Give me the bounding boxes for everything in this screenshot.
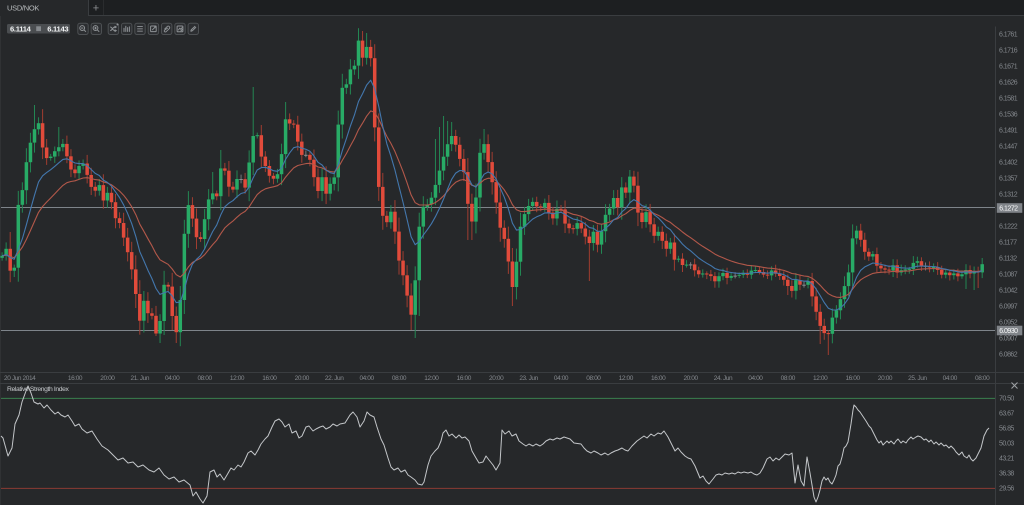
- svg-text:21. Jun: 21. Jun: [131, 375, 150, 382]
- svg-text:22. Jun: 22. Jun: [325, 375, 344, 382]
- svg-text:Relative Strength Index: Relative Strength Index: [7, 386, 69, 393]
- svg-text:25. Jun: 25. Jun: [908, 375, 927, 382]
- svg-text:6.1272: 6.1272: [999, 206, 1018, 213]
- svg-text:08:00: 08:00: [975, 375, 990, 382]
- svg-text:20:00: 20:00: [100, 375, 115, 382]
- svg-text:16:00: 16:00: [68, 375, 83, 382]
- svg-text:6.1716: 6.1716: [999, 48, 1018, 55]
- svg-text:56.85: 56.85: [999, 426, 1014, 433]
- svg-text:6.1143: 6.1143: [47, 24, 68, 33]
- svg-text:04:00: 04:00: [165, 375, 180, 382]
- svg-text:6.1761: 6.1761: [999, 32, 1018, 39]
- svg-text:04:00: 04:00: [359, 375, 374, 382]
- svg-text:08:00: 08:00: [781, 375, 796, 382]
- svg-text:6.1671: 6.1671: [999, 64, 1018, 71]
- svg-text:6.1491: 6.1491: [999, 128, 1018, 135]
- svg-text:6.0907: 6.0907: [999, 336, 1018, 343]
- svg-text:43.21: 43.21: [999, 456, 1014, 463]
- svg-text:6.1132: 6.1132: [999, 256, 1017, 263]
- svg-text:6.1042: 6.1042: [999, 288, 1018, 295]
- svg-text:08:00: 08:00: [586, 375, 601, 382]
- svg-text:16:00: 16:00: [845, 375, 860, 382]
- svg-text:16:00: 16:00: [457, 375, 472, 382]
- svg-text:16:00: 16:00: [262, 375, 277, 382]
- svg-text:6.1626: 6.1626: [999, 80, 1018, 87]
- svg-text:12:00: 12:00: [230, 375, 245, 382]
- svg-text:20:00: 20:00: [489, 375, 504, 382]
- svg-text:6.1357: 6.1357: [999, 176, 1018, 183]
- svg-text:20:00: 20:00: [683, 375, 698, 382]
- svg-text:6.1177: 6.1177: [999, 240, 1017, 247]
- svg-text:04:00: 04:00: [554, 375, 569, 382]
- svg-text:6.0997: 6.0997: [999, 304, 1018, 311]
- svg-text:+: +: [93, 3, 99, 15]
- svg-text:6.1312: 6.1312: [999, 192, 1018, 199]
- svg-text:29.56: 29.56: [999, 486, 1014, 493]
- svg-text:6.1114: 6.1114: [10, 24, 32, 33]
- svg-text:12:00: 12:00: [424, 375, 439, 382]
- svg-text:50.03: 50.03: [999, 441, 1014, 448]
- svg-text:6.1222: 6.1222: [999, 224, 1018, 231]
- svg-text:20 Jun 2014: 20 Jun 2014: [4, 375, 36, 382]
- svg-text:USD/NOK: USD/NOK: [7, 4, 39, 13]
- svg-text:08:00: 08:00: [392, 375, 407, 382]
- svg-text:08:00: 08:00: [197, 375, 212, 382]
- svg-text:24. Jun: 24. Jun: [714, 375, 733, 382]
- svg-text:12:00: 12:00: [619, 375, 634, 382]
- svg-text:6.1402: 6.1402: [999, 160, 1018, 167]
- svg-text:23. Jun: 23. Jun: [519, 375, 538, 382]
- svg-text:6.0952: 6.0952: [999, 320, 1018, 327]
- svg-text:6.0862: 6.0862: [999, 352, 1018, 359]
- svg-text:12:00: 12:00: [813, 375, 828, 382]
- svg-text:6.0930: 6.0930: [999, 328, 1018, 335]
- svg-text:63.67: 63.67: [999, 411, 1014, 418]
- svg-text:6.1447: 6.1447: [999, 144, 1018, 151]
- svg-text:70.50: 70.50: [999, 396, 1014, 403]
- svg-text:04:00: 04:00: [748, 375, 763, 382]
- svg-text:20:00: 20:00: [295, 375, 310, 382]
- svg-text:04:00: 04:00: [943, 375, 958, 382]
- svg-text:6.1581: 6.1581: [999, 96, 1018, 103]
- svg-text:6.1536: 6.1536: [999, 112, 1018, 119]
- svg-text:6.1087: 6.1087: [999, 272, 1018, 279]
- svg-text:36.38: 36.38: [999, 471, 1014, 478]
- svg-text:20:00: 20:00: [878, 375, 893, 382]
- svg-text:16:00: 16:00: [651, 375, 666, 382]
